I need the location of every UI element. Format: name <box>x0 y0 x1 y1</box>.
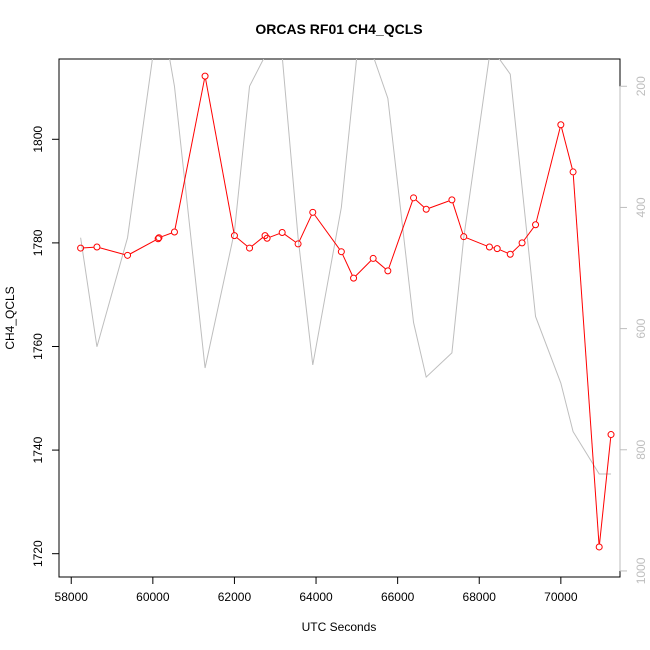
series-segment <box>299 215 312 242</box>
series-segment <box>83 246 94 249</box>
data-point <box>263 234 271 242</box>
data-point <box>230 232 238 240</box>
y-tick-label: 1800 <box>31 126 45 153</box>
data-point <box>532 221 540 229</box>
series-segment <box>599 437 612 544</box>
x-axis: 58000 60000 62000 64000 66000 68000 70000 <box>55 576 578 604</box>
data-point <box>278 229 286 237</box>
x-tick-label: 58000 <box>55 590 89 604</box>
y-axis-right: 200 400 600 800 1000 <box>619 76 648 584</box>
data-point <box>485 243 493 251</box>
series-segment <box>251 237 263 247</box>
data-point <box>124 251 132 259</box>
right-axis-series <box>80 59 612 475</box>
series-segment <box>205 79 235 233</box>
y2-tick-label: 400 <box>634 197 648 217</box>
y-axis-left: 1720 1740 1760 1780 1800 <box>31 126 60 567</box>
series-segment <box>388 200 413 268</box>
series-segment <box>342 254 353 276</box>
series-segment <box>269 233 280 238</box>
x-tick-label: 66000 <box>381 590 415 604</box>
y-tick-label: 1720 <box>31 540 45 567</box>
x-tick-label: 60000 <box>136 590 170 604</box>
series-segment <box>512 244 521 253</box>
x-axis-label: UTC Seconds <box>302 620 377 634</box>
data-point <box>506 250 514 258</box>
data-point <box>569 168 577 176</box>
data-point <box>493 245 501 253</box>
y2-tick-label: 1000 <box>634 557 648 584</box>
data-point <box>410 194 418 202</box>
series-segment <box>161 232 172 238</box>
y2-tick-label: 600 <box>634 318 648 338</box>
series-segment <box>535 127 561 222</box>
data-point <box>460 233 468 241</box>
chart-title: ORCAS RF01 CH4_QCLS <box>255 21 422 37</box>
left-axis-series <box>77 72 615 551</box>
data-point <box>155 234 163 242</box>
y2-tick-label: 200 <box>634 76 648 96</box>
data-point <box>154 235 162 243</box>
data-point <box>170 228 178 236</box>
series-segment <box>561 127 573 169</box>
y-tick-label: 1740 <box>31 436 45 463</box>
series-segment <box>355 260 372 277</box>
series-segment <box>130 239 156 255</box>
series-segment <box>500 249 508 254</box>
x-tick-label: 62000 <box>218 590 252 604</box>
series-line-right <box>80 59 612 475</box>
data-point <box>518 239 526 247</box>
series-segment <box>375 260 386 270</box>
series-segment <box>284 234 296 243</box>
x-tick-label: 64000 <box>299 590 333 604</box>
data-point <box>309 208 317 216</box>
series-segment <box>415 199 425 208</box>
y2-tick-label: 800 <box>634 439 648 459</box>
series-segment <box>99 247 125 255</box>
data-point <box>201 72 209 80</box>
x-tick-label: 68000 <box>463 590 497 604</box>
series-segment <box>452 202 464 234</box>
series-segment <box>429 200 449 209</box>
data-point <box>294 240 302 248</box>
series-segment <box>523 227 534 241</box>
series-segment <box>174 79 205 229</box>
data-point <box>557 121 565 129</box>
series-segment <box>572 175 600 544</box>
series-segment <box>466 237 487 247</box>
data-point <box>595 543 603 551</box>
data-point <box>337 248 345 256</box>
y-tick-label: 1780 <box>31 229 45 256</box>
series-segment <box>236 237 248 247</box>
y-tick-label: 1760 <box>31 333 45 360</box>
data-point <box>384 267 392 275</box>
data-point <box>607 431 615 439</box>
series-segment <box>314 214 340 250</box>
data-point <box>246 244 254 252</box>
y-axis-label: CH4_QCLS <box>3 286 17 349</box>
x-tick-label: 70000 <box>544 590 578 604</box>
data-point <box>350 274 358 282</box>
data-point <box>77 244 85 252</box>
data-point <box>448 196 456 204</box>
data-point <box>422 205 430 213</box>
data-point <box>369 254 377 262</box>
data-point <box>93 243 101 251</box>
